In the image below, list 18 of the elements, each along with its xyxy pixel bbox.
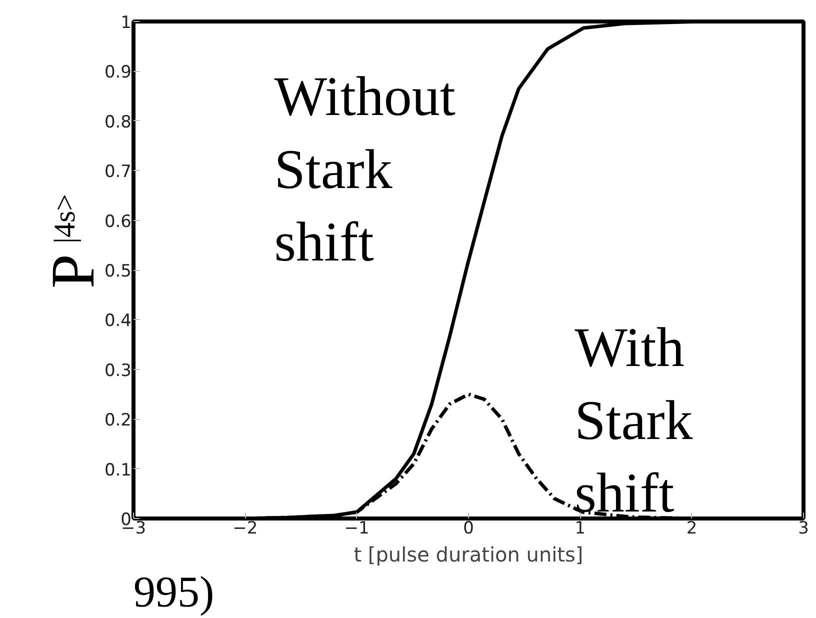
y-tick-label: 0.2 [104,410,132,431]
y-tick-label: 0.7 [104,162,132,182]
y-tick-label: 0.8 [104,112,132,132]
y-tick-label: 1 [120,13,132,33]
x-tick-label: −1 [344,518,370,538]
y-tick-label: 0.5 [104,262,132,282]
x-axis-title: t [pulse duration units] [354,542,584,566]
y-tick-label: 0.1 [104,460,132,480]
y-tick-label: 0.3 [104,360,132,381]
x-tick-label: −2 [232,518,258,538]
x-tick-label: 0 [463,518,474,538]
x-tick-label: 3 [798,518,809,538]
y-tick-label: 0.6 [104,212,132,232]
text: 995) [134,568,214,616]
x-tick-label: 2 [686,518,698,538]
y-tick-label: 0.4 [104,311,132,332]
series-label: Without Stark shift [274,66,456,274]
y-tick-label: 0.9 [104,62,132,83]
